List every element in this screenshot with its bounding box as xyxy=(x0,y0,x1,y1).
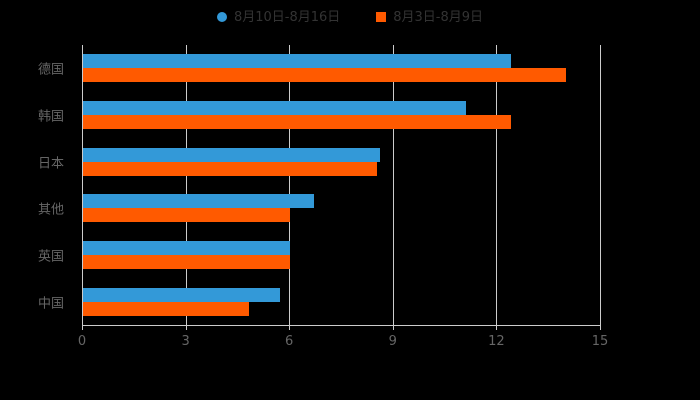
bar-group xyxy=(83,241,601,269)
x-axis-labels: 0 3 6 9 12 15 xyxy=(0,334,700,354)
x-axis-tick-mark xyxy=(185,325,187,330)
legend-item-series-0[interactable]: 8月10日-8月16日 xyxy=(216,9,341,25)
bar-日本-series-0[interactable] xyxy=(83,148,380,162)
legend-label-series-0: 8月10日-8月16日 xyxy=(233,9,341,25)
x-axis-tick-mark xyxy=(600,325,601,330)
y-axis-category-label: 韩国 xyxy=(37,109,64,125)
legend-item-series-1[interactable]: 8月3日-8月9日 xyxy=(376,11,483,24)
bar-韩国-series-1[interactable] xyxy=(83,115,512,129)
bar-英国-series-0[interactable] xyxy=(83,241,291,255)
bar-英国-series-1[interactable] xyxy=(83,255,291,269)
x-axis-tick-mark xyxy=(392,325,394,330)
bar-group xyxy=(83,101,601,129)
y-axis-line xyxy=(82,45,83,325)
x-axis-tick-label: 0 xyxy=(77,334,87,349)
x-axis-line xyxy=(82,325,601,326)
bar-group xyxy=(83,54,601,82)
y-axis-category-label: 其他 xyxy=(37,202,64,218)
bar-其他-series-1[interactable] xyxy=(83,208,291,222)
gridline xyxy=(392,45,394,325)
x-axis-tick-mark xyxy=(496,325,498,330)
bar-韩国-series-0[interactable] xyxy=(83,101,467,115)
x-axis-tick-mark xyxy=(82,325,83,330)
legend-marker-square-icon xyxy=(376,12,387,22)
x-axis-tick-mark xyxy=(289,325,291,330)
gridline xyxy=(289,45,291,325)
bar-中国-series-1[interactable] xyxy=(83,302,249,316)
legend-label-series-1: 8月3日-8月9日 xyxy=(393,9,484,25)
bar-德国-series-0[interactable] xyxy=(83,54,512,68)
bar-日本-series-1[interactable] xyxy=(83,162,377,176)
bar-group xyxy=(83,194,601,222)
plot-area xyxy=(82,45,601,325)
y-axis-category-label: 英国 xyxy=(37,249,64,265)
x-axis-tick-label: 15 xyxy=(591,334,609,349)
y-axis-category-label: 德国 xyxy=(37,62,64,78)
x-axis-tick-label: 3 xyxy=(181,334,190,349)
legend-marker-circle-icon xyxy=(216,12,227,22)
chart-legend: 8月10日-8月16日 8月3日-8月9日 xyxy=(0,6,700,28)
x-axis-tick-label: 9 xyxy=(388,334,397,349)
y-axis-category-label: 日本 xyxy=(37,156,64,172)
bar-中国-series-0[interactable] xyxy=(83,288,280,302)
y-axis-category-label: 中国 xyxy=(37,296,64,312)
x-axis-tick-label: 12 xyxy=(488,334,505,349)
gridline xyxy=(600,45,601,325)
gridline xyxy=(185,45,187,325)
gridline xyxy=(496,45,498,325)
bar-德国-series-1[interactable] xyxy=(83,68,567,82)
x-axis-tick-label: 6 xyxy=(285,334,294,349)
bar-group xyxy=(83,148,601,176)
y-axis-labels: 德国韩国日本其他英国中国 xyxy=(0,45,72,325)
bar-其他-series-0[interactable] xyxy=(83,194,315,208)
bar-group xyxy=(83,288,601,316)
